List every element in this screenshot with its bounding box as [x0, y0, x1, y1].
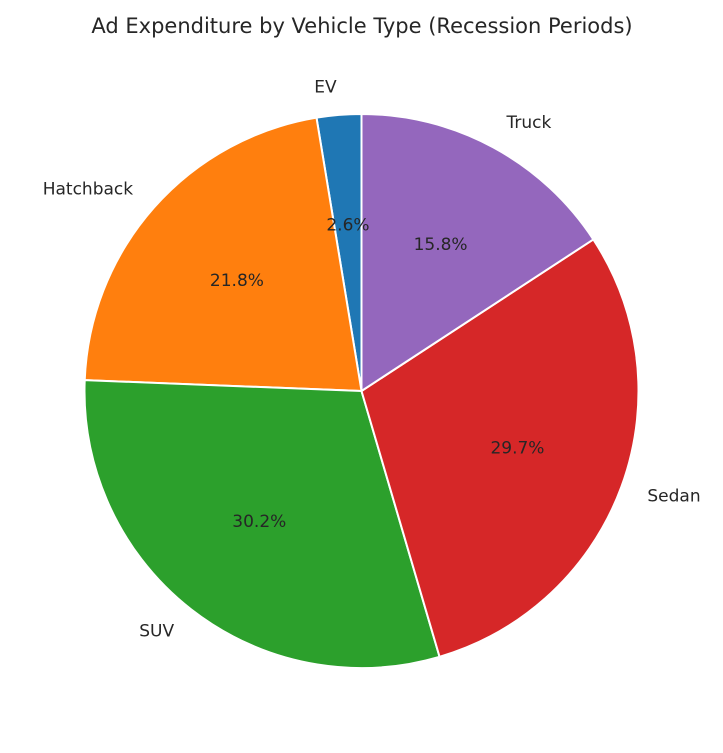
slice-label-suv: SUV — [139, 621, 174, 641]
pie-slice-truck — [360, 113, 595, 392]
pie-slice-suv — [83, 379, 441, 669]
slice-labels: EV Hatchback SUV Sedan Truck — [43, 77, 701, 641]
slice-label-sedan: Sedan — [647, 486, 700, 506]
chart-title: Ad Expenditure by Vehicle Type (Recessio… — [91, 14, 632, 38]
pct-label-sedan: 29.7% — [490, 438, 544, 458]
pct-label-hatchback: 21.8% — [210, 271, 264, 291]
percentage-labels: 2.6% 21.8% 30.2% 29.7% 15.8% — [210, 215, 545, 532]
pct-label-suv: 30.2% — [232, 512, 286, 532]
slice-label-hatchback: Hatchback — [43, 179, 134, 199]
pie-slice-sedan — [360, 238, 640, 658]
slice-label-truck: Truck — [505, 113, 551, 133]
pie-slices — [83, 113, 640, 669]
slice-label-ev: EV — [314, 77, 337, 97]
pie-slice-hatchback — [83, 116, 363, 392]
pct-label-ev: 2.6% — [326, 215, 369, 235]
pct-label-truck: 15.8% — [414, 235, 468, 255]
